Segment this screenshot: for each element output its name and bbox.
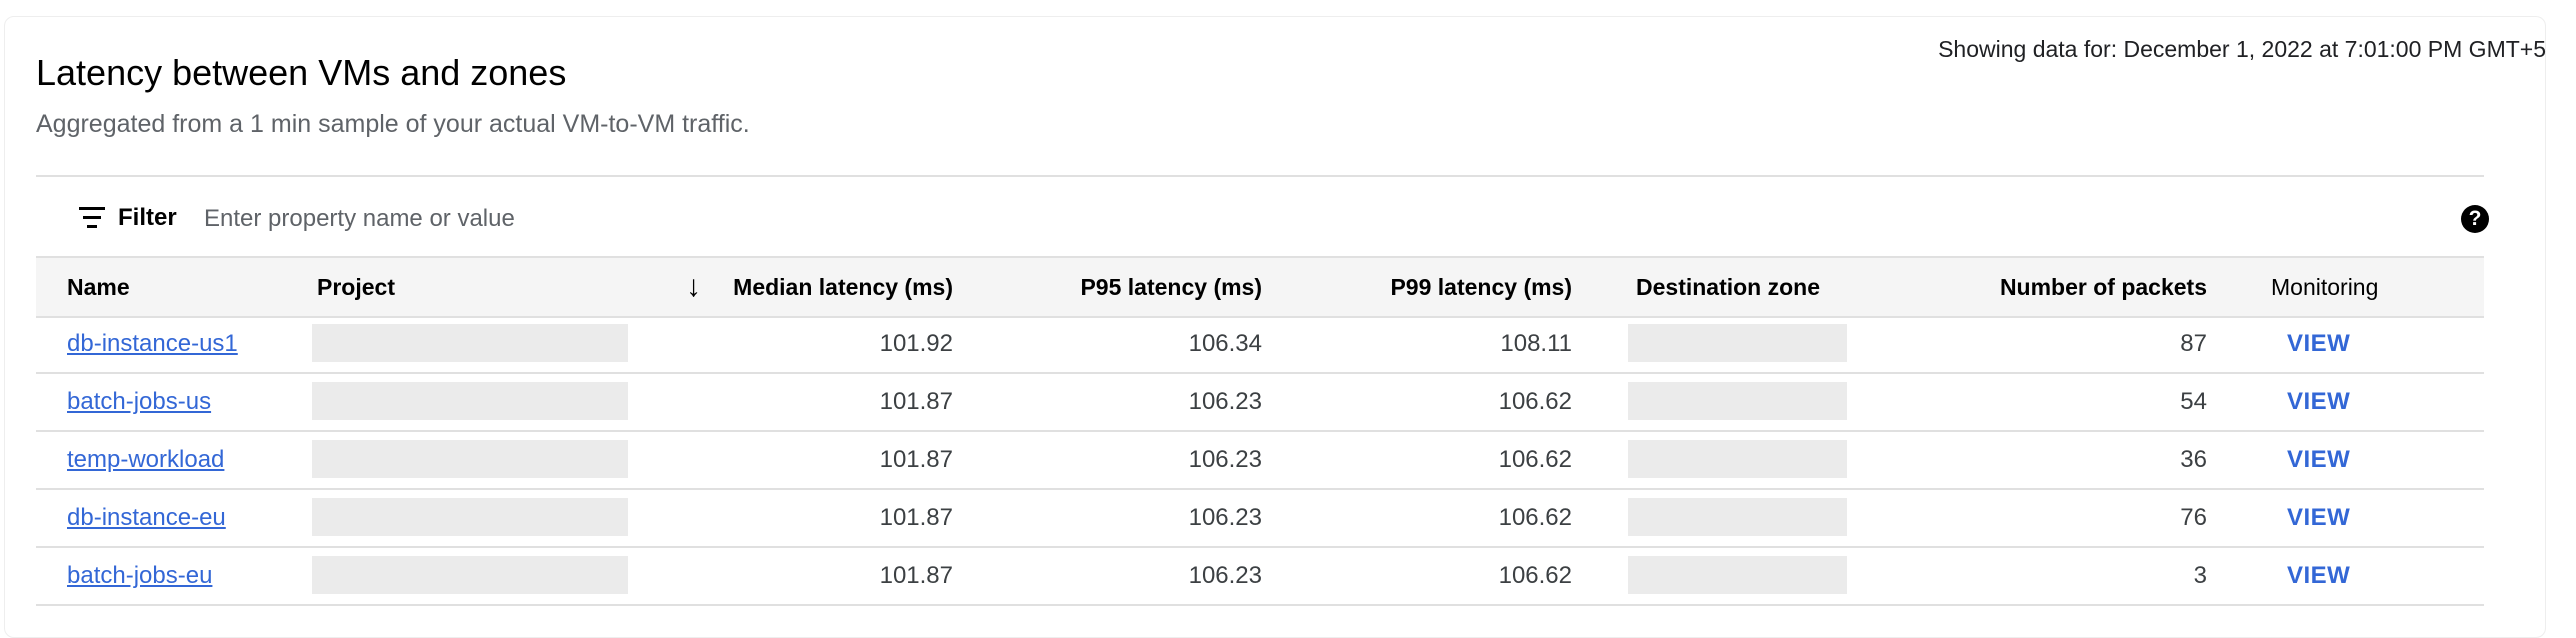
project-redacted bbox=[312, 382, 628, 420]
vm-name-link[interactable]: db-instance-us1 bbox=[67, 330, 238, 357]
median-latency: 101.87 bbox=[879, 562, 953, 589]
destination-zone-redacted bbox=[1628, 382, 1847, 420]
help-icon[interactable]: ? bbox=[2461, 205, 2489, 233]
vm-name-link[interactable]: temp-workload bbox=[67, 446, 225, 473]
table-row: batch-jobs-eu 101.87 106.23 106.62 3 VIE… bbox=[36, 548, 2484, 606]
table-row: batch-jobs-us 101.87 106.23 106.62 54 VI… bbox=[36, 374, 2484, 432]
col-p99-latency[interactable]: P99 latency (ms) bbox=[1390, 273, 1572, 300]
view-monitoring-button[interactable]: VIEW bbox=[2287, 388, 2351, 415]
packet-count: 54 bbox=[2180, 388, 2207, 415]
view-monitoring-button[interactable]: VIEW bbox=[2287, 504, 2351, 531]
destination-zone-redacted bbox=[1628, 556, 1847, 594]
table-row: db-instance-us1 101.92 106.34 108.11 87 … bbox=[36, 316, 2484, 374]
vm-name-link[interactable]: batch-jobs-eu bbox=[67, 562, 213, 589]
project-redacted bbox=[312, 324, 628, 362]
p99-latency: 106.62 bbox=[1498, 562, 1572, 589]
median-latency: 101.92 bbox=[879, 330, 953, 357]
sort-arrow-down-icon[interactable]: ↓ bbox=[686, 270, 701, 303]
table-row: db-instance-eu 101.87 106.23 106.62 76 V… bbox=[36, 490, 2484, 548]
view-monitoring-button[interactable]: VIEW bbox=[2287, 330, 2351, 357]
col-number-of-packets[interactable]: Number of packets bbox=[1999, 273, 2207, 300]
vm-name-link[interactable]: db-instance-eu bbox=[67, 504, 226, 531]
project-redacted bbox=[312, 440, 628, 478]
packet-count: 87 bbox=[2180, 330, 2207, 357]
destination-zone-redacted bbox=[1628, 440, 1847, 478]
divider bbox=[36, 175, 2484, 177]
filter-input[interactable] bbox=[202, 198, 1206, 240]
page-subtitle: Aggregated from a 1 min sample of your a… bbox=[36, 110, 750, 138]
p95-latency: 106.34 bbox=[1188, 330, 1262, 357]
p95-latency: 106.23 bbox=[1188, 562, 1262, 589]
table-header: Name Project ↓ Median latency (ms) P95 l… bbox=[36, 256, 2484, 318]
col-median-latency[interactable]: Median latency (ms) bbox=[733, 273, 953, 300]
median-latency: 101.87 bbox=[879, 446, 953, 473]
view-monitoring-button[interactable]: VIEW bbox=[2287, 446, 2351, 473]
col-p95-latency[interactable]: P95 latency (ms) bbox=[1080, 273, 1262, 300]
col-monitoring: Monitoring bbox=[2271, 273, 2379, 300]
page-title: Latency between VMs and zones bbox=[36, 52, 567, 93]
table-row: temp-workload 101.87 106.23 106.62 36 VI… bbox=[36, 432, 2484, 490]
vm-name-link[interactable]: batch-jobs-us bbox=[67, 388, 212, 415]
p99-latency: 106.62 bbox=[1498, 388, 1572, 415]
filter-label[interactable]: Filter bbox=[118, 204, 177, 231]
view-monitoring-button[interactable]: VIEW bbox=[2287, 562, 2351, 589]
p99-latency: 106.62 bbox=[1498, 504, 1572, 531]
col-name[interactable]: Name bbox=[67, 273, 130, 300]
packet-count: 76 bbox=[2180, 504, 2207, 531]
project-redacted bbox=[312, 556, 628, 594]
col-destination-zone[interactable]: Destination zone bbox=[1636, 273, 1821, 300]
data-timestamp: Showing data for: December 1, 2022 at 7:… bbox=[1938, 36, 2546, 62]
median-latency: 101.87 bbox=[879, 388, 953, 415]
p99-latency: 108.11 bbox=[1500, 330, 1572, 357]
median-latency: 101.87 bbox=[879, 504, 953, 531]
filter-icon[interactable] bbox=[79, 207, 105, 229]
project-redacted bbox=[312, 498, 628, 536]
p95-latency: 106.23 bbox=[1188, 504, 1262, 531]
p95-latency: 106.23 bbox=[1188, 446, 1262, 473]
col-project[interactable]: Project bbox=[317, 273, 395, 300]
p99-latency: 106.62 bbox=[1498, 446, 1572, 473]
filter-bar: Filter ? bbox=[36, 184, 2489, 254]
destination-zone-redacted bbox=[1628, 324, 1847, 362]
packet-count: 36 bbox=[2180, 446, 2207, 473]
packet-count: 3 bbox=[2193, 562, 2207, 589]
destination-zone-redacted bbox=[1628, 498, 1847, 536]
p95-latency: 106.23 bbox=[1188, 388, 1262, 415]
